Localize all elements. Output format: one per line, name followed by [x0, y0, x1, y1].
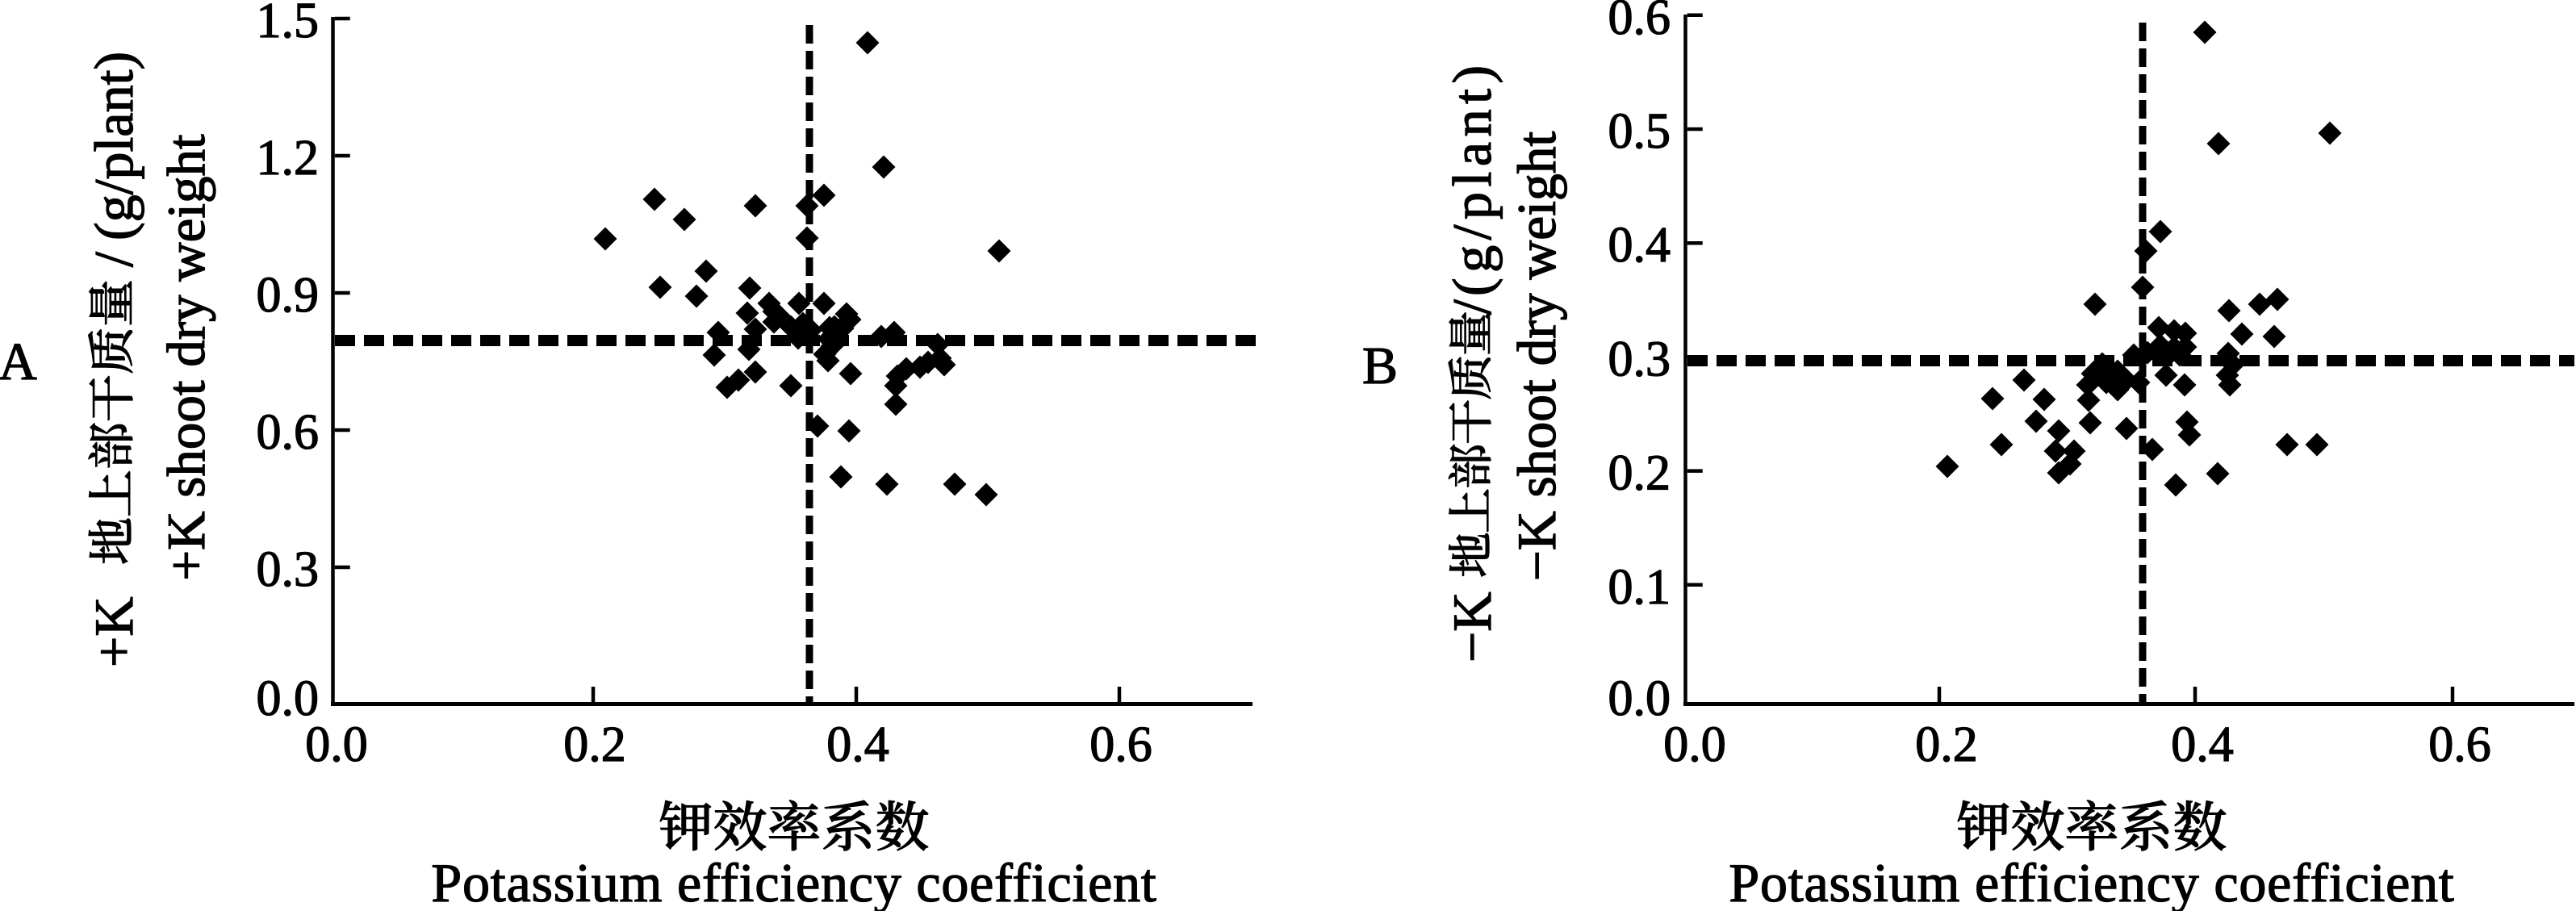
svg-text:/: / — [1441, 299, 1503, 315]
svg-text:0.0: 0.0 — [1663, 717, 1726, 772]
svg-text:−K shoot dry weight: −K shoot dry weight — [1507, 132, 1567, 582]
svg-text:0.2: 0.2 — [563, 717, 626, 772]
svg-text:Potassium efficiency coefficie: Potassium efficiency coefficient — [1729, 852, 2454, 911]
svg-text:/: / — [83, 252, 144, 267]
svg-text:0.9: 0.9 — [257, 268, 320, 323]
svg-text:0.4: 0.4 — [826, 717, 889, 772]
svg-text:+K: +K — [83, 597, 144, 667]
svg-text:0.0: 0.0 — [1608, 671, 1671, 726]
svg-text:0.4: 0.4 — [1608, 218, 1671, 273]
svg-text:0.6: 0.6 — [1608, 0, 1671, 45]
svg-text:0.2: 0.2 — [1915, 717, 1978, 772]
svg-text:(g/plant): (g/plant) — [83, 52, 144, 240]
svg-text:0.6: 0.6 — [257, 405, 320, 460]
svg-text:B: B — [1362, 336, 1398, 395]
svg-text:Potassium efficiency coefficie: Potassium efficiency coefficient — [431, 852, 1156, 911]
svg-text:0.5: 0.5 — [1608, 104, 1671, 159]
svg-text:0.6: 0.6 — [1089, 717, 1152, 772]
svg-text:0.2: 0.2 — [1608, 446, 1671, 501]
svg-text:+K shoot dry weight: +K shoot dry weight — [157, 134, 216, 581]
svg-text:−K: −K — [1441, 592, 1503, 662]
svg-text:0.3: 0.3 — [257, 542, 320, 597]
svg-text:0.1: 0.1 — [1608, 560, 1671, 615]
svg-text:(g/plant): (g/plant) — [1441, 60, 1503, 296]
svg-text:0.3: 0.3 — [1608, 332, 1671, 387]
svg-text:0.0: 0.0 — [257, 671, 320, 726]
svg-text:A: A — [0, 332, 37, 391]
svg-text:0.0: 0.0 — [305, 717, 368, 772]
svg-text:0.4: 0.4 — [2171, 717, 2234, 772]
svg-text:1.5: 1.5 — [257, 0, 320, 48]
svg-text:0.6: 0.6 — [2428, 717, 2491, 772]
svg-text:1.2: 1.2 — [257, 131, 320, 186]
